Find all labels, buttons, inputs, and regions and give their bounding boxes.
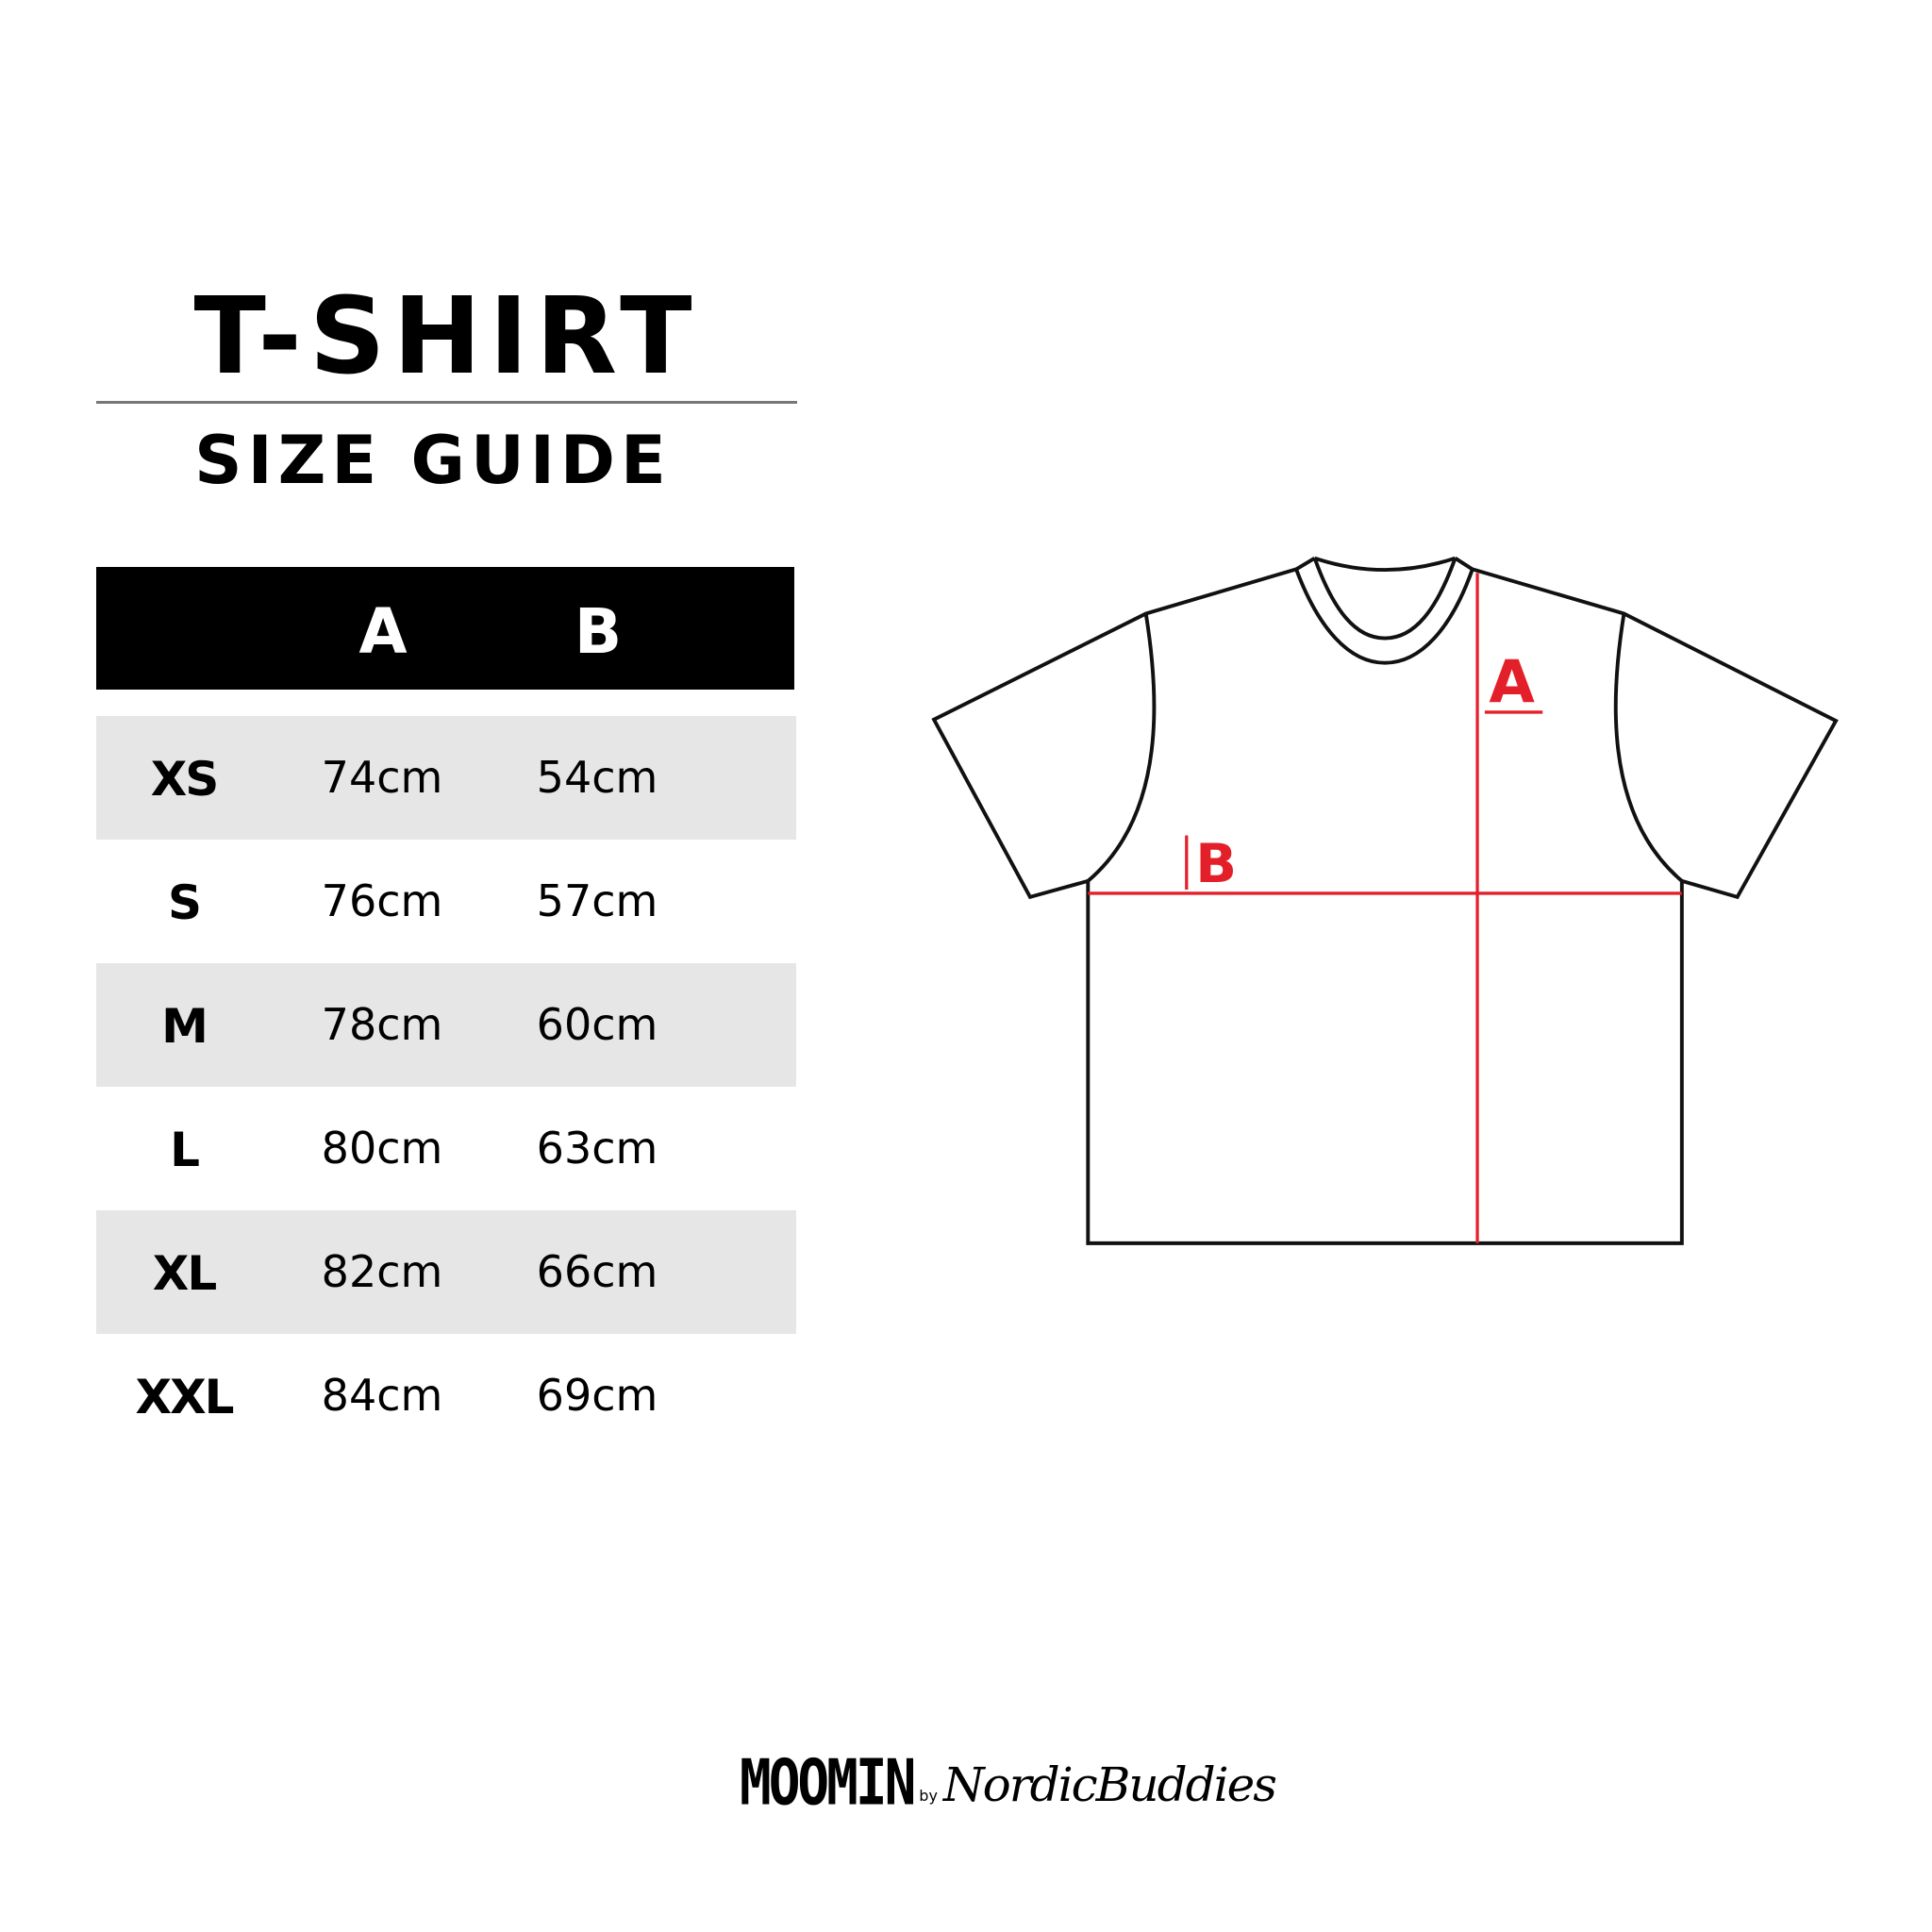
page-title: T-SHIRT xyxy=(193,275,700,398)
table-header: A B xyxy=(96,567,794,690)
value-b: 57cm xyxy=(536,875,658,926)
value-b: 63cm xyxy=(536,1123,658,1174)
right-armhole xyxy=(1613,613,1684,883)
nordicbuddies-logo: NordicBuddies xyxy=(942,1757,1277,1812)
table-row: XS 74cm 54cm xyxy=(96,716,796,840)
moomin-logo: MOOMIN xyxy=(740,1746,916,1821)
value-a: 76cm xyxy=(321,875,443,926)
brand-logo: MOOMIN by NordicBuddies xyxy=(740,1747,1277,1821)
column-header-a: A xyxy=(358,595,408,668)
table-row: L 80cm 63cm xyxy=(96,1087,796,1210)
size-label: XXL xyxy=(135,1370,235,1424)
size-label: L xyxy=(170,1123,200,1177)
title-divider xyxy=(96,401,797,404)
table-row: M 78cm 60cm xyxy=(96,963,796,1087)
shirt-outline xyxy=(931,567,1839,1245)
table-row: XL 82cm 66cm xyxy=(96,1210,796,1334)
left-armhole xyxy=(1087,613,1157,883)
size-label: M xyxy=(161,999,208,1054)
value-a: 80cm xyxy=(321,1123,443,1174)
collar-top xyxy=(1314,556,1457,572)
table-row: XXL 84cm 69cm xyxy=(96,1334,796,1457)
value-a: 78cm xyxy=(321,999,443,1050)
value-b: 66cm xyxy=(536,1246,658,1297)
value-b: 60cm xyxy=(536,999,658,1050)
value-a: 84cm xyxy=(321,1370,443,1421)
size-label: XL xyxy=(152,1246,217,1301)
logo-by: by xyxy=(919,1787,938,1805)
value-a: 74cm xyxy=(321,752,443,803)
value-b: 69cm xyxy=(536,1370,658,1421)
size-label: S xyxy=(167,875,202,930)
collar-inner xyxy=(1312,558,1457,641)
size-label: XS xyxy=(150,752,220,807)
column-header-b: B xyxy=(574,595,623,668)
measure-label-b: B xyxy=(1195,832,1237,895)
value-a: 82cm xyxy=(321,1246,443,1297)
value-b: 54cm xyxy=(536,752,658,803)
collar-outer xyxy=(1294,568,1474,665)
page-subtitle: SIZE GUIDE xyxy=(194,422,672,499)
table-row: S 76cm 57cm xyxy=(96,840,796,963)
measure-label-a: A xyxy=(1489,647,1535,716)
